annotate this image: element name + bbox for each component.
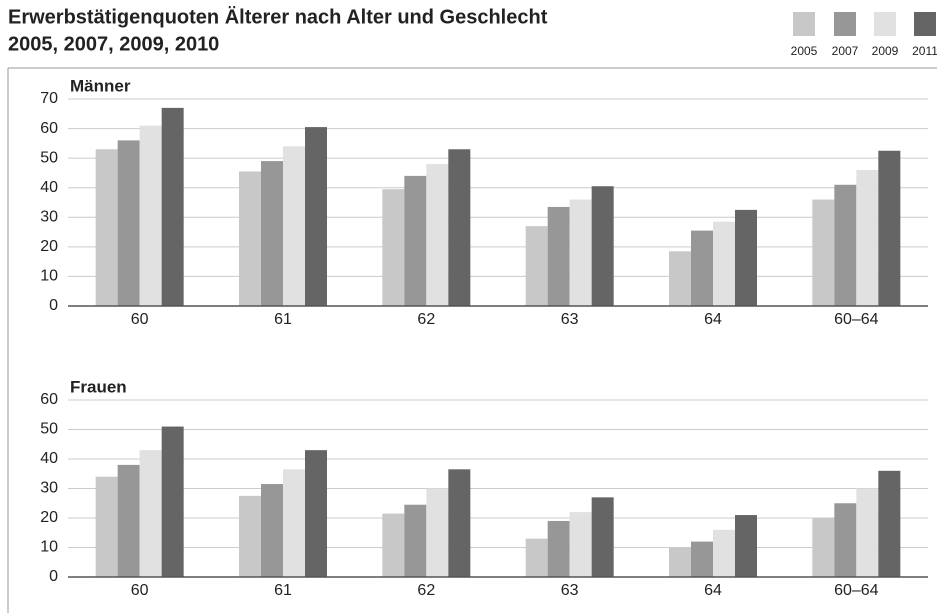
bar [812, 518, 835, 577]
bar [139, 125, 162, 306]
bar [448, 469, 471, 577]
bar [161, 107, 184, 306]
x-tick-label: 64 [704, 582, 722, 599]
y-tick-label: 70 [40, 90, 58, 107]
y-tick-label: 60 [40, 120, 58, 137]
x-tick-label: 60 [131, 311, 149, 328]
bar [591, 497, 614, 577]
legend-swatch [834, 12, 856, 36]
bar [735, 209, 757, 306]
bar [283, 146, 305, 306]
bar [713, 529, 735, 577]
legend-label: 2007 [832, 44, 859, 58]
y-tick-label: 10 [40, 268, 58, 285]
bar [569, 512, 592, 577]
y-tick-label: 20 [40, 509, 58, 526]
bar [382, 189, 405, 306]
bar [669, 251, 691, 306]
bar [525, 226, 548, 306]
legend-swatch [914, 12, 936, 36]
y-tick-label: 60 [40, 391, 58, 408]
y-tick-label: 10 [40, 539, 58, 556]
chart-title: Erwerbstätigenquoten Älterer nach Alter … [8, 5, 548, 28]
bar [713, 221, 735, 306]
bar [305, 450, 327, 577]
bar [878, 470, 901, 577]
subplot-title: Männer [70, 76, 131, 95]
bar [834, 184, 857, 306]
bar [856, 169, 879, 306]
x-tick-label: 60–64 [834, 582, 879, 599]
bar [547, 206, 570, 306]
bar [591, 186, 614, 306]
y-tick-label: 50 [40, 149, 58, 166]
bar [547, 520, 570, 577]
y-tick-label: 30 [40, 209, 58, 226]
bar [856, 488, 879, 577]
bar [261, 161, 283, 306]
bar [283, 469, 305, 577]
y-tick-label: 0 [49, 297, 58, 314]
chart-subtitle: 2005, 2007, 2009, 2010 [8, 33, 219, 55]
y-tick-label: 40 [40, 179, 58, 196]
bar [139, 450, 162, 577]
subplot-title: Frauen [70, 377, 127, 396]
bar [426, 488, 449, 577]
bar [691, 230, 713, 306]
bar [95, 476, 118, 577]
bar [669, 547, 691, 577]
bar [812, 199, 835, 306]
bar [525, 538, 548, 577]
x-tick-label: 60 [131, 582, 149, 599]
y-tick-label: 50 [40, 421, 58, 438]
bar [95, 149, 118, 306]
bar [239, 495, 261, 577]
x-tick-label: 62 [417, 311, 435, 328]
bar [448, 149, 471, 306]
x-tick-label: 64 [704, 311, 722, 328]
bar [834, 503, 857, 577]
legend-label: 2011 [912, 44, 937, 58]
bar [161, 426, 184, 577]
bar [691, 541, 713, 577]
bar [382, 513, 405, 577]
x-tick-label: 61 [274, 311, 292, 328]
legend-swatch [874, 12, 896, 36]
bar [261, 484, 283, 577]
bar [239, 171, 261, 306]
x-tick-label: 63 [561, 311, 579, 328]
x-tick-label: 60–64 [834, 311, 879, 328]
bar [305, 127, 327, 306]
y-tick-label: 20 [40, 238, 58, 255]
y-tick-label: 40 [40, 450, 58, 467]
bar [404, 504, 427, 577]
x-tick-label: 63 [561, 582, 579, 599]
bar [569, 199, 592, 306]
bar [426, 164, 449, 306]
bar [878, 150, 901, 306]
x-tick-label: 62 [417, 582, 435, 599]
bar [117, 140, 140, 306]
bar [735, 515, 757, 577]
bar [117, 464, 140, 577]
y-tick-label: 30 [40, 480, 58, 497]
legend-label: 2009 [872, 44, 899, 58]
legend-label: 2005 [791, 44, 818, 58]
x-tick-label: 61 [274, 582, 292, 599]
y-tick-label: 0 [49, 568, 58, 585]
bar [404, 175, 427, 306]
legend-swatch [793, 12, 815, 36]
